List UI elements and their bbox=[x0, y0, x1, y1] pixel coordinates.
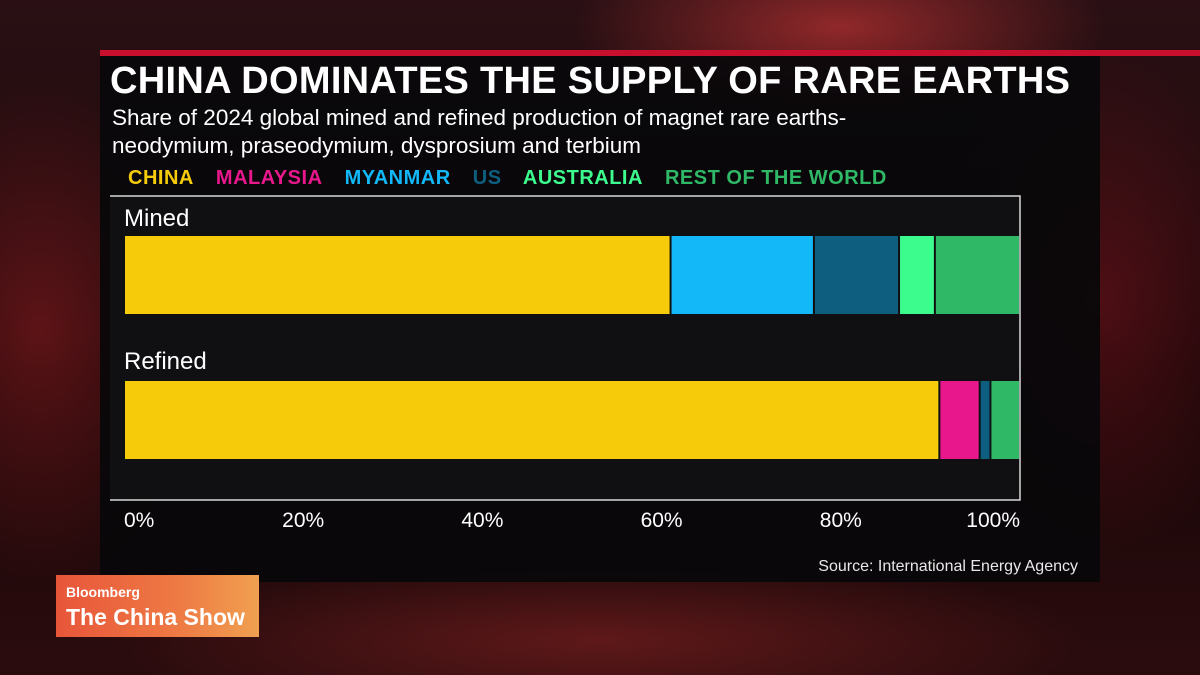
logo-show-name: The China Show bbox=[66, 604, 245, 630]
bar-mined-rest-of-the-world bbox=[935, 236, 1019, 314]
category-label-mined: Mined bbox=[124, 205, 189, 232]
chart-subtitle: Share of 2024 global mined and refined p… bbox=[112, 104, 1012, 160]
bar-mined-australia bbox=[900, 236, 934, 314]
bar-refined-malaysia bbox=[940, 381, 979, 459]
legend-item-australia: AUSTRALIA bbox=[522, 167, 643, 189]
subtitle-line-1: Share of 2024 global mined and refined p… bbox=[112, 105, 847, 130]
x-tick-label: 60% bbox=[641, 509, 683, 532]
plot-frame bbox=[110, 195, 1021, 501]
bar-refined-china bbox=[125, 381, 939, 459]
legend: CHINA MALAYSIA MYANMAR US AUSTRALIA REST… bbox=[128, 167, 903, 191]
bar-refined-us bbox=[980, 381, 990, 459]
logo-brand: Bloomberg bbox=[66, 584, 140, 600]
chart-title: CHINA DOMINATES THE SUPPLY OF RARE EARTH… bbox=[110, 60, 1071, 102]
accent-line bbox=[100, 50, 1200, 56]
x-tick-label: 80% bbox=[820, 509, 862, 532]
legend-item-us: US bbox=[472, 167, 502, 189]
x-tick-label: 0% bbox=[124, 509, 154, 532]
x-tick-label: 40% bbox=[461, 509, 503, 532]
legend-item-myanmar: MYANMAR bbox=[344, 167, 451, 189]
bar-refined-rest-of-the-world bbox=[991, 381, 1019, 459]
legend-item-malaysia: MALAYSIA bbox=[215, 167, 323, 189]
bar-mined-us bbox=[814, 236, 899, 314]
bar-mined-china bbox=[125, 236, 670, 314]
subtitle-line-2: neodymium, praseodymium, dysprosium and … bbox=[112, 133, 641, 158]
show-logo: Bloomberg The China Show bbox=[56, 575, 259, 637]
x-tick-label: 100% bbox=[966, 509, 1020, 532]
category-label-refined: Refined bbox=[124, 348, 207, 375]
source-note: Source: International Energy Agency bbox=[818, 558, 1078, 575]
legend-item-china: CHINA bbox=[128, 167, 194, 189]
x-tick-label: 20% bbox=[282, 509, 324, 532]
bar-mined-myanmar bbox=[671, 236, 813, 314]
legend-item-rest-of-world: REST OF THE WORLD bbox=[664, 167, 887, 189]
